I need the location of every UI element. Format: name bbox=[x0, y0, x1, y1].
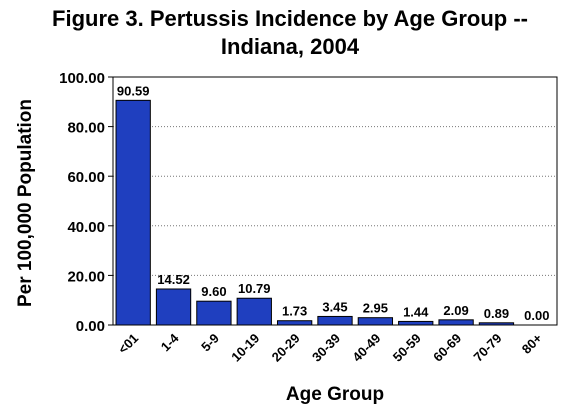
value-label: 1.44 bbox=[403, 304, 429, 319]
gridlines bbox=[113, 126, 557, 276]
bar bbox=[115, 99, 151, 326]
bars bbox=[115, 99, 515, 326]
bar bbox=[438, 319, 474, 326]
value-label: 10.79 bbox=[238, 281, 271, 296]
y-tick-label: 20.00 bbox=[67, 268, 105, 285]
bar bbox=[236, 297, 272, 326]
bar bbox=[276, 320, 313, 326]
x-axis-label: Age Group bbox=[286, 384, 384, 405]
x-tick-labels: <01 1-4 5-9 10-19 20-29 30-39 40-49 50-59 60-69 7… bbox=[115, 330, 545, 365]
value-labels: 90.59 14.52 9.60 10.79 1.73 3.45 2.95 1.44 2.09 0… bbox=[117, 83, 550, 323]
x-tick-label: 50-59 bbox=[390, 331, 424, 365]
x-tick-label: 10-19 bbox=[228, 331, 262, 365]
chart-title-line1: Figure 3. Pertussis Incidence by Age Gro… bbox=[52, 6, 528, 31]
value-label: 90.59 bbox=[117, 83, 150, 98]
value-label: 3.45 bbox=[322, 299, 347, 314]
x-tick-label: 20-29 bbox=[269, 331, 303, 365]
chart-title-line2: Indiana, 2004 bbox=[220, 34, 360, 59]
plot-frame bbox=[112, 76, 558, 326]
y-tick-label: 0.00 bbox=[76, 318, 105, 335]
y-tick-label: 60.00 bbox=[67, 169, 105, 186]
bar bbox=[196, 300, 232, 326]
value-label: 2.95 bbox=[363, 301, 388, 316]
y-tick-label: 80.00 bbox=[67, 120, 105, 137]
x-tick-label: 70-79 bbox=[470, 331, 504, 365]
bar bbox=[155, 288, 192, 326]
x-tick-label: <01 bbox=[115, 331, 141, 357]
value-label: 0.89 bbox=[484, 306, 509, 321]
value-label: 1.73 bbox=[282, 304, 307, 319]
value-label: 2.09 bbox=[443, 303, 468, 318]
y-tick-label: 40.00 bbox=[67, 219, 105, 236]
value-label: 0.00 bbox=[524, 308, 549, 323]
x-tick-label: 1-4 bbox=[158, 330, 182, 354]
x-tick-label: 30-39 bbox=[309, 331, 343, 365]
x-tick-label: 60-69 bbox=[430, 331, 464, 365]
x-tick-label: 5-9 bbox=[198, 331, 222, 355]
y-axis-label: Per 100,000 Population bbox=[15, 99, 36, 307]
x-tick-label: 80+ bbox=[519, 330, 545, 356]
bar bbox=[398, 320, 434, 326]
y-tick-label: 100.00 bbox=[59, 70, 105, 87]
value-label: 14.52 bbox=[157, 272, 190, 287]
value-label: 9.60 bbox=[201, 284, 226, 299]
x-tick-label: 40-49 bbox=[349, 331, 383, 365]
bar bbox=[317, 315, 353, 326]
bar bbox=[357, 317, 394, 326]
y-tick-labels: 0.00 20.00 40.00 60.00 80.00 100.00 bbox=[59, 70, 113, 335]
